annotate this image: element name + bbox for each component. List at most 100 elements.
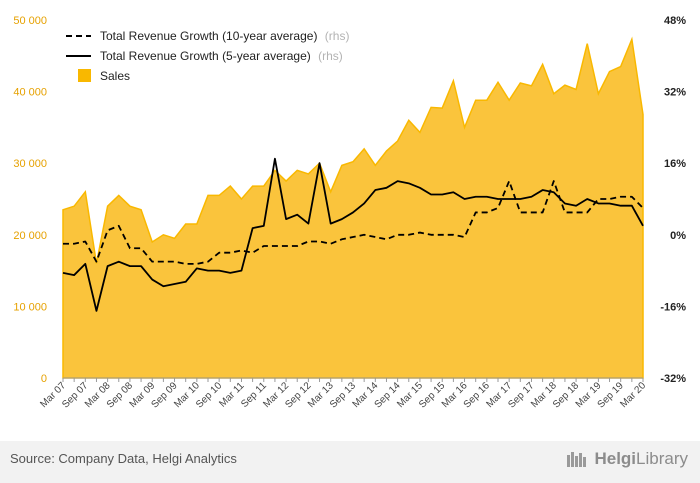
- growth-5yr-point: [274, 157, 277, 160]
- svg-text:Total Revenue Growth (5-year a: Total Revenue Growth (5-year average) (r…: [100, 49, 343, 63]
- sales-point: [340, 164, 343, 167]
- growth-5yr-point: [642, 224, 645, 227]
- growth-5yr-point: [541, 189, 544, 192]
- y-left-tick-label: 10 000: [13, 301, 47, 313]
- growth-5yr-point: [564, 202, 567, 205]
- growth-10yr-point: [485, 211, 488, 214]
- sales-point: [284, 180, 287, 183]
- sales-point: [329, 190, 332, 193]
- growth-10yr-point: [162, 260, 165, 263]
- growth-10yr-point: [307, 240, 310, 243]
- sales-point: [151, 240, 154, 243]
- growth-5yr-point: [173, 283, 176, 286]
- growth-10yr-point: [274, 245, 277, 248]
- y-right-tick-label: 0%: [670, 230, 686, 242]
- sales-point: [184, 222, 187, 225]
- growth-5yr-point: [84, 262, 87, 265]
- growth-10yr-point: [497, 207, 500, 210]
- growth-10yr-point: [240, 249, 243, 252]
- sales-point: [496, 81, 499, 84]
- growth-10yr-point: [151, 260, 154, 263]
- growth-5yr-point: [396, 180, 399, 183]
- growth-5yr-point: [363, 202, 366, 205]
- growth-10yr-point: [530, 211, 533, 214]
- y-left-tick-label: 0: [41, 373, 47, 385]
- sales-point: [519, 81, 522, 84]
- growth-10yr-point: [564, 211, 567, 214]
- growth-5yr-point: [385, 186, 388, 189]
- y-right-tick-label: 48%: [664, 15, 686, 27]
- sales-point: [552, 92, 555, 95]
- growth-5yr-point: [430, 193, 433, 196]
- brand-name: Helgi: [594, 449, 637, 468]
- sales-point: [240, 197, 243, 200]
- growth-5yr-point: [508, 198, 511, 201]
- growth-10yr-point: [129, 247, 132, 250]
- growth-5yr-point: [307, 222, 310, 225]
- sales-point: [463, 126, 466, 129]
- growth-10yr-point: [586, 211, 589, 214]
- sales-point: [251, 185, 254, 188]
- growth-10yr-point: [285, 245, 288, 248]
- sales-point: [574, 88, 577, 91]
- growth-lines-layer: [62, 157, 645, 312]
- growth-5yr-point: [195, 267, 198, 270]
- sales-point: [218, 194, 221, 197]
- brand[interactable]: HelgiLibrary: [566, 449, 688, 469]
- sales-point: [597, 92, 600, 95]
- legend-sales-swatch: [78, 69, 91, 82]
- sales-point: [206, 194, 209, 197]
- growth-5yr-point: [630, 204, 633, 207]
- growth-5yr-point: [296, 213, 299, 216]
- y-right-tick-label: -16%: [660, 301, 686, 313]
- growth-5yr-point: [285, 218, 288, 221]
- growth-10yr-point: [608, 198, 611, 201]
- growth-5yr-point: [619, 204, 622, 207]
- legend-rhs-5yr: (rhs): [318, 49, 343, 63]
- growth-10yr-point: [463, 236, 466, 239]
- growth-10yr-point: [541, 211, 544, 214]
- growth-10yr-point: [184, 262, 187, 265]
- x-tick-label: Mar 20: [618, 380, 648, 410]
- sales-point: [407, 119, 410, 122]
- growth-10yr-point: [340, 238, 343, 241]
- growth-5yr-point: [452, 191, 455, 194]
- growth-5yr-point: [441, 193, 444, 196]
- growth-10yr-point: [419, 231, 422, 234]
- sales-point: [73, 205, 76, 208]
- sales-point: [363, 147, 366, 150]
- growth-10yr-point: [374, 236, 377, 239]
- growth-5yr-point: [552, 191, 555, 194]
- growth-5yr-point: [95, 309, 98, 312]
- growth-10yr-point: [575, 211, 578, 214]
- growth-5yr-point: [129, 265, 132, 268]
- growth-5yr-point: [608, 202, 611, 205]
- growth-5yr-point: [519, 198, 522, 201]
- growth-5yr-point: [218, 269, 221, 272]
- growth-5yr-point: [62, 271, 65, 274]
- sales-point: [396, 139, 399, 142]
- growth-5yr-point: [575, 204, 578, 207]
- growth-10yr-point: [385, 238, 388, 241]
- growth-5yr-point: [151, 278, 154, 281]
- sales-point: [84, 190, 87, 193]
- growth-10yr-point: [218, 251, 221, 254]
- growth-10yr-point: [441, 233, 444, 236]
- growth-10yr-point: [251, 251, 254, 254]
- sales-point: [162, 233, 165, 236]
- growth-5yr-point: [106, 265, 109, 268]
- growth-5yr-point: [530, 195, 533, 198]
- growth-10yr-point: [396, 233, 399, 236]
- sales-point: [452, 79, 455, 82]
- sales-point: [474, 99, 477, 102]
- growth-5yr-point: [374, 189, 377, 192]
- growth-10yr-point: [207, 260, 210, 263]
- sales-area: [62, 36, 644, 379]
- growth-10yr-point: [173, 260, 176, 263]
- y-left-tick-label: 20 000: [13, 230, 47, 242]
- y-left-tick-label: 40 000: [13, 87, 47, 99]
- growth-5yr-point: [463, 198, 466, 201]
- revenue-growth-chart: 0 10 000 20 000 30 000 40 000 50 000 -32% -16% 0…: [13, 15, 686, 411]
- growth-10yr-point: [95, 260, 98, 263]
- growth-10yr-point: [597, 198, 600, 201]
